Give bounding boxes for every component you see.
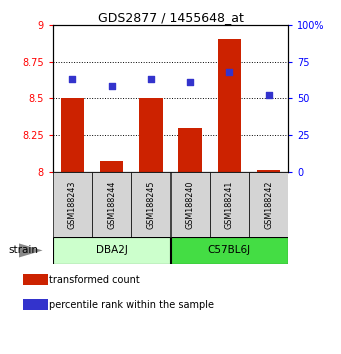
Point [148,76,153,82]
Point [187,79,193,85]
Point [226,69,232,75]
Bar [23,299,48,310]
Bar [249,172,288,237]
Bar [210,172,249,237]
Text: GSM188242: GSM188242 [264,180,273,229]
Point [109,84,114,89]
Point [266,92,271,98]
Text: C57BL6J: C57BL6J [208,245,251,256]
Text: GSM188245: GSM188245 [146,180,155,229]
Text: GSM188241: GSM188241 [225,180,234,229]
Bar [53,172,92,237]
Bar [92,172,131,237]
Bar [23,274,48,285]
Text: GSM188244: GSM188244 [107,180,116,229]
Bar [61,98,84,172]
Bar [170,172,210,237]
Point [70,76,75,82]
Bar [53,237,170,264]
Text: strain: strain [9,245,39,256]
Text: GSM188243: GSM188243 [68,180,77,229]
Polygon shape [19,244,43,258]
Bar [178,127,202,172]
Title: GDS2877 / 1455648_at: GDS2877 / 1455648_at [98,11,243,24]
Bar [218,39,241,172]
Bar [139,98,163,172]
Text: transformed count: transformed count [49,275,139,285]
Bar [100,161,123,172]
Text: percentile rank within the sample: percentile rank within the sample [49,299,214,310]
Bar [131,172,170,237]
Text: GSM188240: GSM188240 [186,180,195,229]
Text: DBA2J: DBA2J [96,245,128,256]
Bar [257,170,280,172]
Bar [170,237,288,264]
